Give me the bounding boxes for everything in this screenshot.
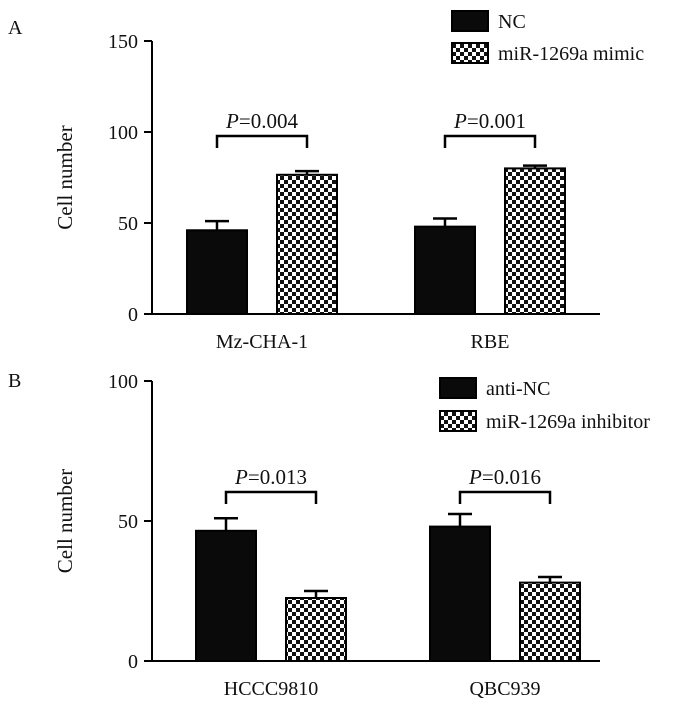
legend-label: miR-1269a mimic (498, 43, 644, 65)
bar (276, 173, 338, 315)
bar (414, 225, 476, 315)
significance-bracket (458, 490, 552, 504)
x-tick-label: HCCC9810 (224, 678, 318, 700)
bar (285, 597, 347, 662)
p-value-label: P=0.013 (234, 465, 307, 489)
bar (195, 529, 257, 662)
panel-a: A 0 50 100 150 Cell number Mz-CHA-1 RBE P=0.004 P… (8, 10, 644, 353)
p-value-label: P=0.016 (468, 465, 541, 489)
bar (504, 167, 566, 315)
y-tick-label: 0 (128, 651, 138, 673)
y-tick-label: 100 (108, 371, 138, 393)
y-tick-label: 0 (128, 304, 138, 326)
x-tick-label: QBC939 (469, 678, 540, 700)
legend-label: NC (498, 11, 526, 33)
legend-swatch (439, 377, 477, 399)
y-tick-label: 50 (118, 511, 138, 533)
bar (429, 525, 491, 662)
legend-label: miR-1269a inhibitor (486, 411, 650, 433)
legend-swatch (451, 42, 489, 64)
bar (186, 229, 248, 315)
y-axis-label: Cell number (53, 125, 77, 229)
y-tick-label: 50 (118, 213, 138, 235)
bar (519, 581, 581, 662)
y-tick-label: 100 (108, 122, 138, 144)
x-tick-label: Mz-CHA-1 (216, 331, 308, 353)
legend-swatch (451, 10, 489, 32)
legend-label: anti-NC (486, 378, 550, 400)
p-value-label: P=0.004 (225, 109, 298, 133)
y-tick-label: 150 (108, 31, 138, 53)
significance-bracket (215, 134, 309, 148)
panel-b: B 0 50 100 Cell number HCCC9810 QBC939 P=0.013 P… (8, 370, 650, 700)
y-axis-label: Cell number (53, 469, 77, 573)
significance-bracket (443, 134, 537, 148)
panel-label: B (8, 370, 21, 392)
p-value-label: P=0.001 (453, 109, 526, 133)
significance-bracket (224, 490, 318, 504)
panel-label: A (8, 17, 23, 39)
legend-swatch (439, 410, 477, 432)
x-tick-label: RBE (471, 331, 510, 353)
